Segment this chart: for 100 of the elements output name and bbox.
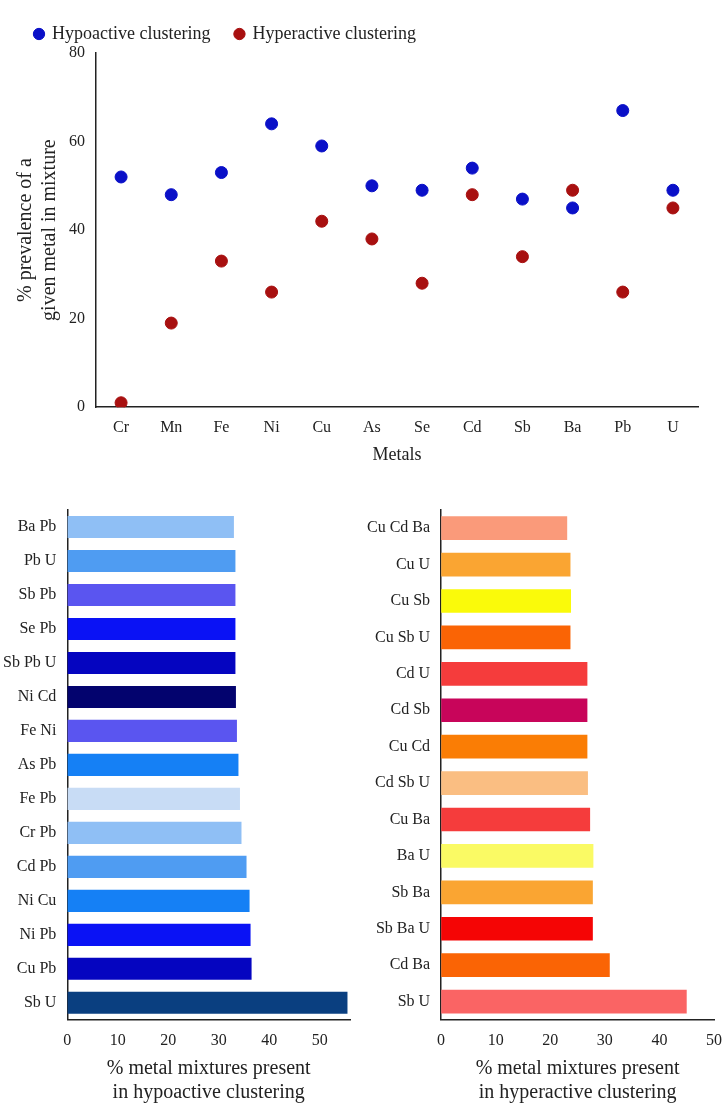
y-axis-title: % prevalence of a given metal in mixture (13, 139, 61, 321)
bar (67, 991, 348, 1014)
bar (67, 889, 250, 912)
bar (441, 844, 594, 868)
y-tick-label: Cu Pb (16, 959, 57, 977)
y-tick-label: 0 (77, 397, 85, 415)
x-tick-label: Mn (160, 418, 183, 435)
y-tick-label: Cd Pb (16, 857, 57, 875)
x-tick-label: Fe (213, 418, 230, 435)
bar (67, 651, 236, 674)
y-tick-label: Sb U (397, 991, 431, 1009)
point (515, 250, 529, 264)
point (616, 104, 630, 118)
y-tick-label: Ni Pb (19, 925, 57, 943)
legend-label: Hypoactive clustering (52, 22, 211, 43)
point (365, 179, 379, 193)
bar (441, 916, 593, 941)
point (265, 117, 279, 131)
y-tick-label: Cd U (395, 664, 431, 682)
y-tick-label: Cd Ba (389, 955, 431, 973)
y-tick-label: Sb U (23, 993, 57, 1011)
point (616, 285, 630, 299)
x-tick-label: 20 (160, 1030, 177, 1048)
y-tick-label: Cd Sb U (374, 773, 431, 791)
y-tick-label: Ni Cd (17, 687, 57, 705)
x-tick-label: 0 (437, 1030, 446, 1048)
x-tick-label: Cd (462, 418, 482, 435)
x-tick-label: Sb (513, 418, 531, 435)
x-tick-label: Pb (614, 418, 632, 435)
y-tick-label: Fe Pb (19, 789, 57, 807)
point (164, 316, 178, 330)
point (515, 192, 529, 206)
point (214, 254, 228, 268)
bar (67, 685, 236, 708)
bar (441, 589, 572, 613)
point (415, 183, 429, 197)
y-tick-label: Cd Sb (390, 700, 431, 718)
y-tick-label: Sb Ba (391, 882, 431, 900)
y-tick-label: Cu Cd (388, 736, 431, 754)
y-tick-label: Cr Pb (19, 823, 57, 841)
y-tick-label: Cu Sb U (374, 627, 431, 645)
bar (441, 989, 687, 1014)
x-tick-label: 30 (210, 1030, 227, 1048)
bar (67, 923, 251, 946)
bar (441, 662, 588, 686)
x-tick-label: 50 (706, 1030, 722, 1048)
y-tick-label: Pb U (23, 551, 57, 569)
y-tick-label: Ba U (396, 846, 431, 864)
point (365, 232, 379, 246)
x-tick-label: 40 (651, 1030, 668, 1048)
bar (441, 734, 588, 759)
bar (441, 625, 571, 650)
point (465, 188, 479, 202)
point (214, 166, 228, 180)
y-tick-label: 60 (69, 131, 85, 149)
point (415, 276, 429, 290)
bar (441, 953, 610, 978)
y-tick-label: 80 (69, 43, 85, 61)
bar (67, 583, 236, 607)
bar (441, 771, 588, 795)
y-tick-label: 20 (69, 308, 85, 326)
x-tick-label: 50 (311, 1030, 328, 1048)
x-axis-title: % metal mixtures present in hypoactive clustering (106, 1056, 312, 1104)
x-tick-label: Cr (113, 418, 130, 435)
x-tick-label: Se (414, 418, 431, 435)
bar (67, 515, 234, 539)
bar (67, 855, 247, 878)
point (666, 201, 680, 215)
bar (67, 617, 236, 640)
point (666, 183, 680, 197)
x-tick-label: Cu (312, 418, 332, 435)
point (265, 285, 279, 299)
x-tick-label: 10 (487, 1030, 504, 1048)
x-tick-label: 20 (542, 1030, 559, 1048)
y-tick-label: Sb Pb (18, 585, 57, 603)
point (315, 139, 329, 153)
bar (441, 552, 571, 577)
bar (67, 549, 236, 573)
y-tick-label: Cu Sb (390, 591, 431, 609)
bar (67, 957, 252, 980)
x-axis-title: % metal mixtures present in hyperactive clustering (475, 1056, 680, 1104)
point (114, 396, 128, 408)
y-tick-label: As Pb (17, 755, 57, 773)
bar (67, 753, 239, 776)
y-tick-label: Ni Cu (17, 891, 57, 909)
x-tick-label: 40 (261, 1030, 278, 1048)
y-tick-label: 40 (69, 220, 85, 238)
bar (441, 880, 593, 905)
point (566, 183, 580, 197)
y-tick-label: Se Pb (19, 619, 57, 637)
x-tick-label: U (667, 418, 680, 435)
point (566, 201, 580, 215)
x-tick-label: 30 (596, 1030, 613, 1048)
point (114, 170, 128, 184)
point (465, 161, 479, 175)
y-tick-label: Cu Ba (389, 809, 431, 827)
bar (67, 719, 237, 742)
x-tick-label: As (363, 418, 381, 435)
y-tick-label: Sb Ba U (375, 918, 431, 936)
x-tick-label: 10 (109, 1030, 126, 1048)
